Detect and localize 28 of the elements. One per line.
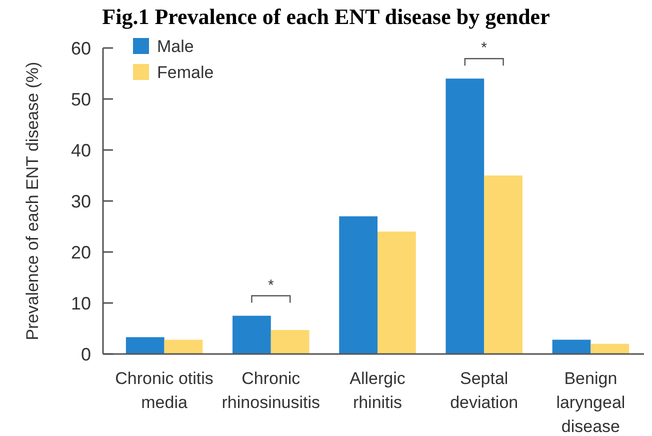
y-tick-label: 20 (70, 242, 91, 262)
bar (164, 340, 203, 354)
x-tick-label: Benign laryngeal disease (556, 369, 626, 436)
bar (552, 340, 591, 354)
x-tick-label: Allergic rhinitis (350, 369, 406, 412)
bar (232, 316, 271, 354)
y-axis-title: Prevalence of each ENT disease (%) (23, 62, 42, 340)
y-tick-label: 60 (70, 38, 91, 58)
bar (378, 232, 416, 354)
bar (484, 176, 522, 354)
bar (339, 216, 378, 354)
annotation: * (481, 40, 488, 57)
bar (446, 78, 484, 354)
x-tick-label: Chronic otitis media (115, 369, 214, 412)
x-tick-label: Chronic rhinosinusitis (222, 369, 320, 412)
annotation: * (268, 276, 274, 294)
y-tick-label: 10 (70, 293, 91, 314)
legend-label: Male (157, 36, 194, 56)
y-tick-label: 50 (70, 89, 91, 110)
y-tick-label: 30 (70, 191, 91, 212)
y-tick-label: 0 (80, 344, 91, 364)
x-tick-label: Septal deviation (450, 369, 518, 412)
legend-label: Female (157, 62, 214, 82)
bar (126, 337, 164, 354)
bar (270, 330, 310, 354)
bar (590, 344, 630, 354)
y-tick-label: 40 (70, 140, 91, 160)
chart-title: Fig.1 Prevalence of each ENT disease by gender (102, 4, 550, 29)
